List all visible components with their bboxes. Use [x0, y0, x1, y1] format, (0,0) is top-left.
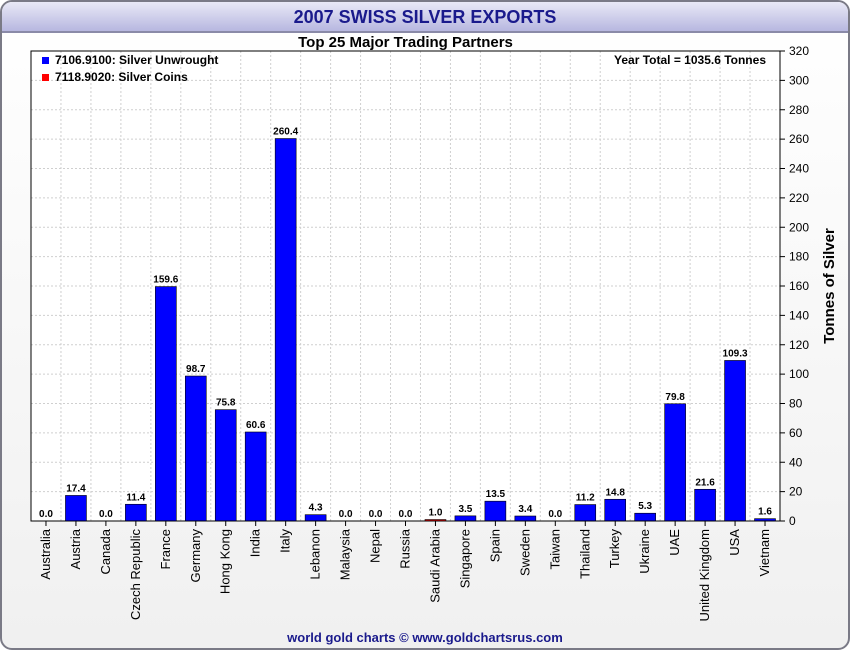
data-label: 0.0 — [399, 509, 413, 520]
x-tick-label: Singapore — [457, 529, 472, 588]
bar — [304, 514, 327, 522]
bar — [125, 503, 147, 522]
data-label: 0.0 — [369, 509, 383, 520]
chart-subtitle: Top 25 Major Trading Partners — [298, 34, 513, 51]
data-label: 1.6 — [758, 507, 772, 518]
bar — [574, 504, 597, 522]
bar — [184, 375, 207, 522]
data-label: 79.8 — [665, 392, 685, 403]
x-tick-label: Sweden — [517, 529, 532, 576]
y-tick-label: 300 — [789, 73, 809, 87]
bar — [65, 495, 87, 522]
data-label: 0.0 — [39, 509, 53, 520]
bar — [604, 498, 627, 522]
x-tick-label: Hong Kong — [218, 529, 233, 594]
x-tick-label: Saudi Arabia — [427, 528, 442, 602]
y-tick-label: 260 — [789, 132, 809, 146]
y-tick-label: 200 — [789, 220, 809, 234]
x-tick-label: Austria — [68, 528, 83, 569]
data-label: 0.0 — [339, 509, 353, 520]
x-tick-label: Russia — [398, 528, 413, 569]
x-tick-label: Malaysia — [338, 528, 353, 580]
plot-border — [30, 50, 781, 522]
x-tick-label: Germany — [188, 529, 203, 583]
y-tick-label: 100 — [789, 367, 809, 381]
data-label: 98.7 — [186, 364, 206, 375]
x-tick-label: USA — [727, 529, 742, 556]
x-tick-label: Taiwan — [547, 529, 562, 569]
y-tick-label: 60 — [789, 426, 803, 440]
y-tick-label: 0 — [789, 514, 796, 528]
legend-swatch — [42, 57, 49, 64]
y-tick-label: 160 — [789, 279, 809, 293]
y-tick-label: 180 — [789, 250, 809, 264]
data-label: 3.4 — [518, 504, 532, 515]
y-tick-label: 140 — [789, 308, 809, 322]
credit-text: world gold charts © www.goldchartsrus.co… — [287, 630, 563, 645]
data-label: 4.3 — [309, 503, 323, 514]
data-label: 159.6 — [153, 275, 178, 286]
y-axis-title: Tonnes of Silver — [821, 228, 838, 344]
data-label: 60.6 — [246, 420, 266, 431]
bar — [214, 409, 237, 522]
data-label: 21.6 — [695, 477, 715, 488]
y-tick-label: 80 — [789, 397, 803, 411]
data-label: 17.4 — [66, 483, 86, 494]
data-label: 14.8 — [605, 487, 625, 498]
data-label: 75.8 — [216, 398, 236, 409]
y-tick-label: 40 — [789, 455, 803, 469]
data-label: 11.2 — [576, 493, 595, 504]
bar — [664, 403, 686, 522]
chart-title: 2007 SWISS SILVER EXPORTS — [293, 7, 557, 27]
x-tick-label: Czech Republic — [128, 529, 143, 621]
x-tick-label: Australia — [38, 528, 53, 579]
bar — [155, 286, 177, 522]
y-tick-label: 20 — [789, 485, 803, 499]
y-tick-label: 120 — [789, 338, 809, 352]
year-total-annotation: Year Total = 1035.6 Tonnes — [614, 53, 766, 67]
x-tick-label: Vietnam — [757, 529, 772, 576]
x-tick-label: Nepal — [368, 529, 383, 563]
y-tick-label: 320 — [789, 44, 809, 58]
x-tick-label: United Kingdom — [697, 529, 712, 622]
data-label: 109.3 — [723, 348, 748, 359]
data-label: 13.5 — [486, 489, 506, 500]
legend-label: 7106.9100: Silver Unwrought — [55, 53, 218, 67]
data-label: 5.3 — [638, 501, 652, 512]
title-bar: 2007 SWISS SILVER EXPORTS — [2, 2, 848, 33]
x-tick-label: Lebanon — [308, 529, 323, 580]
x-tick-label: Thailand — [577, 529, 592, 579]
x-tick-label: Spain — [487, 529, 502, 562]
x-tick-label: Italy — [278, 529, 293, 553]
x-tick-label: Ukraine — [637, 529, 652, 574]
legend-label: 7118.9020: Silver Coins — [55, 70, 188, 84]
x-tick-label: India — [248, 528, 263, 557]
x-tick-label: Canada — [98, 528, 113, 574]
legend-swatch — [42, 74, 49, 81]
data-label: 1.0 — [429, 508, 443, 519]
x-tick-label: France — [158, 529, 173, 569]
y-tick-label: 220 — [789, 191, 809, 205]
y-tick-label: 240 — [789, 162, 809, 176]
bar — [244, 431, 267, 522]
bar — [514, 515, 537, 522]
bar — [634, 512, 656, 522]
bar — [724, 360, 746, 522]
data-label: 0.0 — [99, 509, 113, 520]
x-tick-label: UAE — [667, 529, 682, 556]
bar — [694, 488, 716, 522]
data-label: 11.4 — [126, 492, 145, 503]
bar — [454, 515, 477, 522]
bar — [274, 138, 297, 522]
x-tick-label: Turkey — [607, 529, 622, 569]
data-label: 0.0 — [548, 509, 562, 520]
data-label: 3.5 — [458, 504, 472, 515]
y-tick-label: 280 — [789, 103, 809, 117]
data-label: 260.4 — [273, 127, 298, 138]
bar — [484, 500, 507, 522]
